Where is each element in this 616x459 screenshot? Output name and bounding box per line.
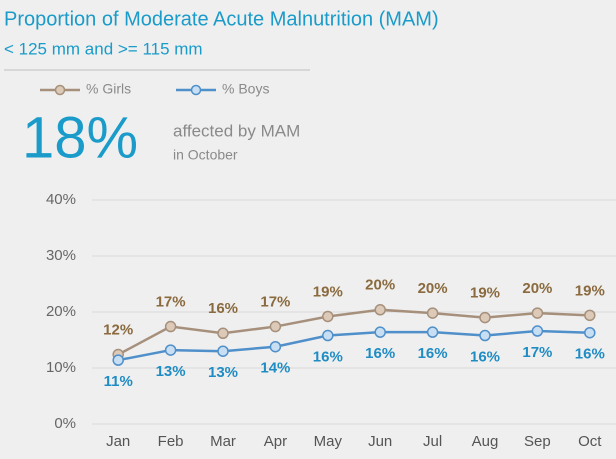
point bbox=[322, 310, 334, 323]
headline-text: affected by MAM bbox=[173, 121, 300, 140]
point bbox=[269, 320, 282, 333]
legend-label: % Girls bbox=[86, 81, 131, 97]
point bbox=[426, 307, 439, 319]
data-label: 16% bbox=[208, 300, 238, 317]
data-label: 17% bbox=[156, 294, 186, 311]
data-label: 17% bbox=[522, 344, 552, 361]
point bbox=[374, 326, 386, 338]
data-label: 14% bbox=[260, 360, 290, 377]
x-tick-label: Jan bbox=[106, 433, 130, 450]
data-label: 19% bbox=[313, 283, 343, 300]
data-label: 16% bbox=[575, 346, 605, 363]
headline: 18% bbox=[22, 105, 138, 170]
data-label: 20% bbox=[365, 277, 395, 294]
data-label: 16% bbox=[418, 345, 448, 362]
x-tick-label: May bbox=[314, 433, 343, 450]
data-label: 16% bbox=[365, 345, 395, 362]
data-label: 19% bbox=[470, 285, 500, 302]
chart-title: Proportion of Moderate Acute Malnutritio… bbox=[4, 8, 439, 30]
x-tick-label: Sep bbox=[524, 433, 551, 450]
point bbox=[164, 320, 177, 333]
legend-marker bbox=[190, 84, 202, 96]
point bbox=[426, 326, 439, 338]
y-tick-label: 20% bbox=[46, 303, 76, 320]
series-line bbox=[117, 308, 590, 356]
point bbox=[531, 307, 544, 319]
data-label: 16% bbox=[470, 348, 500, 365]
x-tick-label: Apr bbox=[264, 433, 287, 450]
point bbox=[531, 325, 544, 337]
series-line bbox=[117, 329, 590, 362]
point bbox=[374, 304, 386, 316]
data-label: 13% bbox=[156, 363, 186, 380]
point bbox=[164, 344, 177, 356]
x-tick-label: Aug bbox=[472, 433, 499, 450]
point bbox=[479, 329, 491, 342]
point bbox=[584, 309, 596, 322]
data-label: 20% bbox=[522, 280, 552, 297]
x-tick-label: Oct bbox=[578, 433, 602, 450]
data-label: 17% bbox=[260, 294, 290, 311]
data-label: 11% bbox=[104, 373, 133, 390]
y-tick-label: 30% bbox=[46, 247, 76, 264]
data-label: 19% bbox=[575, 282, 605, 299]
y-tick-label: 40% bbox=[46, 191, 76, 208]
point bbox=[217, 345, 229, 357]
point bbox=[479, 311, 491, 324]
point bbox=[269, 340, 282, 353]
legend-marker bbox=[54, 84, 66, 96]
x-tick-label: Jun bbox=[368, 433, 392, 450]
data-label: 13% bbox=[208, 364, 238, 381]
x-tick-label: Jul bbox=[423, 433, 442, 450]
data-label: 12% bbox=[103, 322, 133, 339]
headline-subtext: in October bbox=[173, 147, 238, 163]
x-tick-label: Feb bbox=[158, 433, 184, 450]
data-label: 16% bbox=[313, 348, 343, 365]
y-tick-label: 10% bbox=[46, 359, 76, 376]
point bbox=[584, 326, 596, 339]
legend-label: % Boys bbox=[222, 81, 269, 97]
chart-subtitle: < 125 mm and >= 115 mm bbox=[4, 39, 203, 58]
point bbox=[322, 329, 334, 342]
x-tick-label: Mar bbox=[210, 433, 236, 450]
data-label: 20% bbox=[418, 280, 448, 297]
y-tick-label: 0% bbox=[54, 415, 76, 432]
point bbox=[112, 354, 124, 366]
point bbox=[217, 327, 229, 340]
